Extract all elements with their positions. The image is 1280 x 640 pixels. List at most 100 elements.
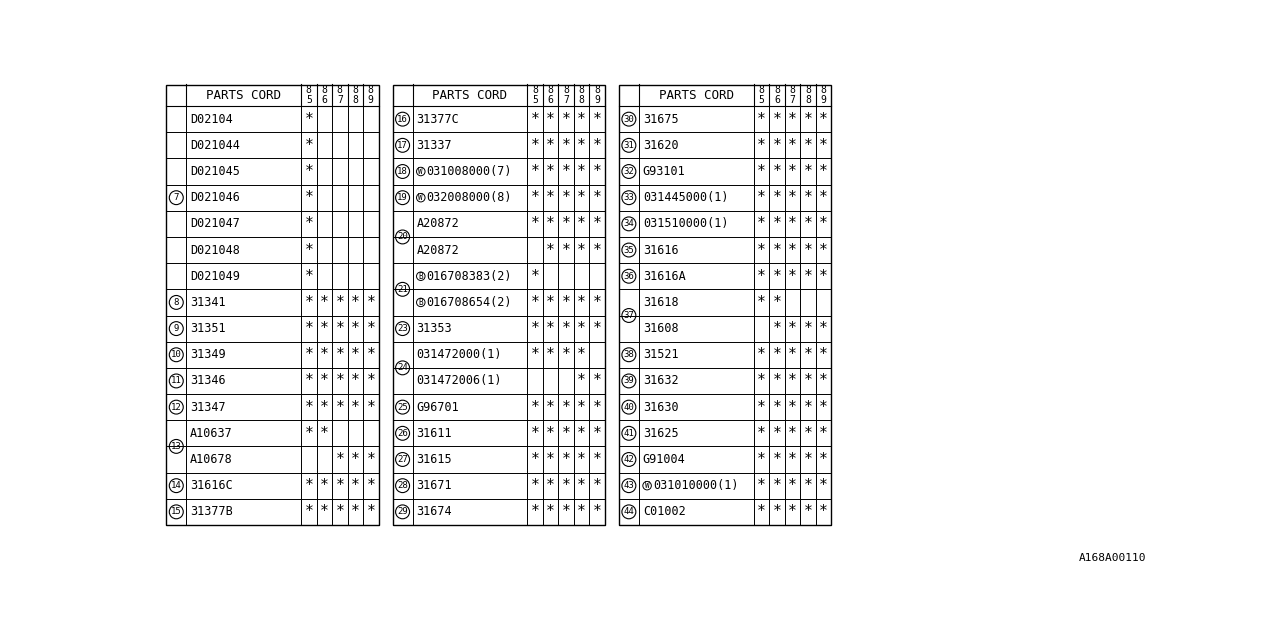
Text: C01002: C01002 (643, 506, 686, 518)
Text: *: * (562, 426, 571, 441)
Text: *: * (531, 478, 539, 493)
Text: 17: 17 (397, 141, 408, 150)
Text: *: * (773, 190, 781, 205)
Text: *: * (531, 426, 539, 441)
Text: *: * (320, 399, 329, 415)
Text: 31377B: 31377B (191, 506, 233, 518)
Text: *: * (335, 295, 344, 310)
Text: *: * (756, 243, 765, 257)
Text: 31616: 31616 (643, 244, 678, 257)
Text: *: * (351, 348, 360, 362)
Text: *: * (804, 216, 813, 232)
Text: 031472000(1): 031472000(1) (416, 348, 502, 361)
Text: *: * (562, 399, 571, 415)
Text: *: * (351, 321, 360, 336)
Text: *: * (593, 138, 602, 153)
Text: 28: 28 (397, 481, 408, 490)
Text: *: * (351, 504, 360, 519)
Text: W: W (645, 481, 649, 490)
Text: *: * (562, 295, 571, 310)
Text: 8
6: 8 6 (548, 85, 553, 105)
Text: *: * (577, 216, 586, 232)
Text: 8
6: 8 6 (321, 85, 328, 105)
Text: *: * (305, 426, 314, 441)
Text: 34: 34 (623, 220, 635, 228)
Text: *: * (788, 190, 796, 205)
Text: *: * (531, 504, 539, 519)
Text: 031445000(1): 031445000(1) (643, 191, 728, 204)
Text: *: * (577, 111, 586, 127)
Text: *: * (320, 426, 329, 441)
Text: *: * (562, 190, 571, 205)
Text: *: * (531, 111, 539, 127)
Text: *: * (804, 321, 813, 336)
Text: *: * (305, 164, 314, 179)
Text: *: * (531, 164, 539, 179)
Text: *: * (773, 216, 781, 232)
Text: *: * (756, 504, 765, 519)
Text: *: * (305, 348, 314, 362)
Text: *: * (773, 452, 781, 467)
Text: 26: 26 (397, 429, 408, 438)
Text: 8
7: 8 7 (563, 85, 570, 105)
Text: *: * (577, 190, 586, 205)
Text: *: * (593, 452, 602, 467)
Text: *: * (320, 478, 329, 493)
Text: A20872: A20872 (416, 244, 460, 257)
Bar (393, 84, 605, 525)
Text: *: * (320, 348, 329, 362)
Text: 8
6: 8 6 (774, 85, 780, 105)
Text: *: * (351, 452, 360, 467)
Text: *: * (819, 348, 828, 362)
Text: *: * (320, 321, 329, 336)
Text: *: * (305, 295, 314, 310)
Text: *: * (547, 216, 556, 232)
Text: *: * (773, 478, 781, 493)
Text: *: * (804, 478, 813, 493)
Text: *: * (788, 138, 796, 153)
Text: 35: 35 (623, 246, 635, 255)
Text: 8
5: 8 5 (532, 85, 538, 105)
Text: 8
7: 8 7 (337, 85, 343, 105)
Text: *: * (804, 138, 813, 153)
Text: *: * (804, 452, 813, 467)
Text: *: * (788, 216, 796, 232)
Text: 8: 8 (174, 298, 179, 307)
Text: 031472006(1): 031472006(1) (416, 374, 502, 387)
Text: *: * (562, 504, 571, 519)
Text: *: * (804, 164, 813, 179)
Text: 31618: 31618 (643, 296, 678, 309)
Text: *: * (305, 399, 314, 415)
Text: 23: 23 (397, 324, 408, 333)
Text: *: * (320, 374, 329, 388)
Text: 031010000(1): 031010000(1) (653, 479, 739, 492)
Text: 25: 25 (397, 403, 408, 412)
Text: D021044: D021044 (191, 139, 241, 152)
Text: 31630: 31630 (643, 401, 678, 413)
Text: *: * (788, 426, 796, 441)
Text: 27: 27 (397, 455, 408, 464)
Text: *: * (305, 269, 314, 284)
Text: *: * (577, 321, 586, 336)
Text: *: * (531, 399, 539, 415)
Text: *: * (593, 504, 602, 519)
Text: 41: 41 (623, 429, 635, 438)
Text: *: * (531, 321, 539, 336)
Text: B: B (419, 298, 424, 307)
Text: *: * (788, 321, 796, 336)
Text: *: * (804, 243, 813, 257)
Text: *: * (593, 426, 602, 441)
Text: W: W (419, 167, 424, 176)
Text: *: * (593, 321, 602, 336)
Text: *: * (756, 295, 765, 310)
Text: A20872: A20872 (416, 218, 460, 230)
Text: *: * (773, 374, 781, 388)
Text: *: * (547, 426, 556, 441)
Text: *: * (819, 399, 828, 415)
Text: *: * (562, 452, 571, 467)
Text: 29: 29 (397, 508, 408, 516)
Text: 31674: 31674 (416, 506, 452, 518)
Text: *: * (547, 111, 556, 127)
Text: D021049: D021049 (191, 269, 241, 283)
Bar (166, 84, 379, 525)
